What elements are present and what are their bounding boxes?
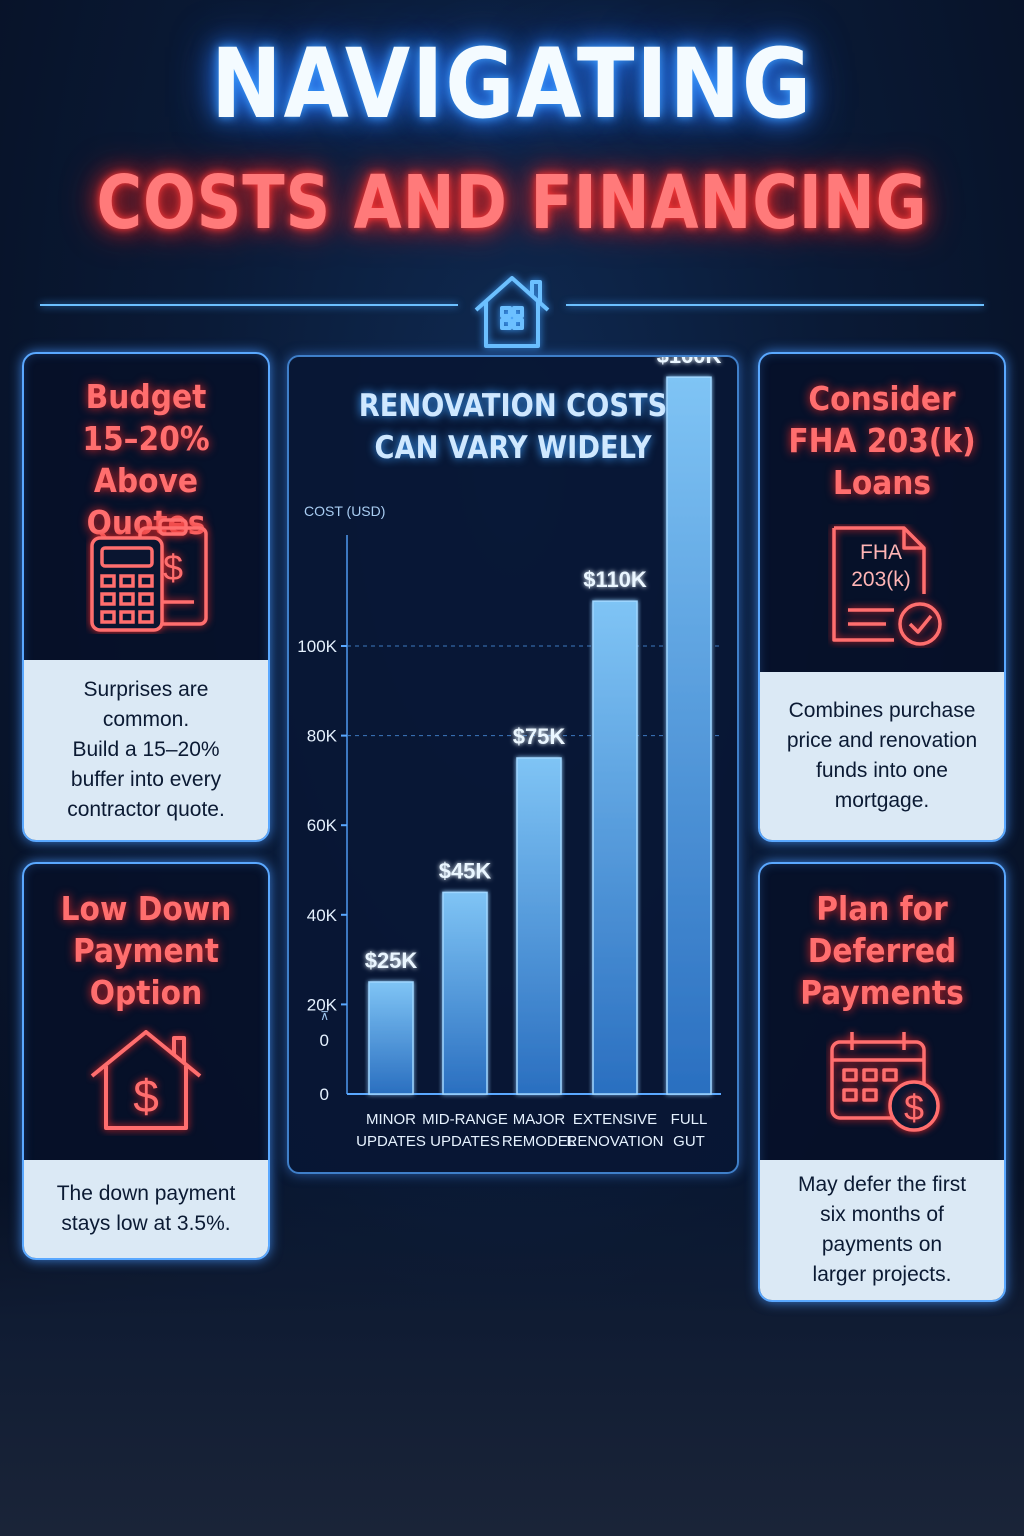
- y-tick-label: 60K: [307, 816, 338, 835]
- bar-chart: 20K 40K 60K 80K 100K 0 ⊼ 0 $25K MINOR UPDATES $45K M…: [297, 357, 722, 1150]
- bar: [666, 376, 712, 1095]
- data-label: $75K: [513, 724, 566, 749]
- fha-card: Consider FHA 203(k) Loans FHA 203(k) Com…: [758, 352, 1006, 842]
- bar: [442, 891, 488, 1095]
- bar: [516, 757, 562, 1095]
- category-label: UPDATES: [430, 1133, 500, 1150]
- down-payment-body: The down payment stays low at 3.5%.: [24, 1160, 268, 1258]
- svg-text:$: $: [904, 1087, 924, 1128]
- category-label: MAJOR: [513, 1111, 566, 1128]
- data-label: $110K: [583, 567, 647, 592]
- down-payment-heading: Low Down Payment Option: [60, 889, 232, 1012]
- svg-text:$: $: [133, 1070, 159, 1122]
- calendar-dollar-icon: $: [830, 1032, 940, 1132]
- fha-heading: Consider FHA 203(k) Loans: [788, 379, 976, 502]
- calculator-icon: $: [90, 518, 208, 632]
- house-dollar-icon: $: [90, 1030, 202, 1130]
- category-label: MINOR: [366, 1111, 416, 1128]
- y-tick-label: ⊼: [320, 1009, 329, 1023]
- data-label: $25K: [365, 948, 418, 973]
- deferred-body: May defer the first six months of paymen…: [760, 1160, 1004, 1300]
- budget-body: Surprises are common. Build a 15–20% buf…: [24, 660, 268, 840]
- deferred-heading: Plan for Deferred Payments: [800, 889, 964, 1012]
- category-label: EXTENSIVE: [573, 1111, 657, 1128]
- chart-panel: RENOVATION COSTS CAN VARY WIDELY COST (U…: [287, 355, 739, 1174]
- budget-heading: Budget 15–20% Above Quotes: [82, 377, 210, 542]
- budget-card: Budget 15–20% Above Quotes $ Surprises a…: [22, 352, 270, 842]
- category-label: UPDATES: [356, 1133, 426, 1150]
- data-label: $160K: [657, 357, 722, 368]
- category-label: RENOVATION: [567, 1133, 664, 1150]
- bar: [368, 981, 414, 1095]
- y-tick-label: 0: [320, 1031, 329, 1050]
- y-tick-label: 0: [320, 1085, 329, 1104]
- data-label: $45K: [439, 858, 492, 883]
- svg-text:$: $: [163, 547, 183, 588]
- chart-title: RENOVATION COSTS CAN VARY WIDELY: [358, 388, 668, 466]
- house-icon: [474, 276, 550, 348]
- y-axis-label: COST (USD): [304, 503, 386, 519]
- category-label: FULL: [671, 1111, 708, 1128]
- category-label: GUT: [673, 1133, 705, 1150]
- y-tick-label: 40K: [307, 906, 338, 925]
- title-line-1: NAVIGATING: [210, 28, 814, 140]
- deferred-card: Plan for Deferred Payments $ May defer t…: [758, 862, 1006, 1302]
- category-label: REMODEL: [502, 1133, 576, 1150]
- down-payment-card: Low Down Payment Option $ The down payme…: [22, 862, 270, 1260]
- title-line-2: COSTS AND FINANCING: [96, 160, 928, 246]
- y-tick-label: 20K: [307, 995, 338, 1014]
- fha-doc-label: FHA 203(k): [851, 541, 911, 591]
- fha-body: Combines purchase price and renovation f…: [760, 672, 1004, 840]
- y-tick-label: 80K: [307, 727, 338, 746]
- y-tick-label: 100K: [297, 637, 337, 656]
- document-check-icon: [832, 526, 942, 646]
- divider-right: [566, 304, 984, 306]
- bar: [592, 600, 638, 1095]
- category-label: MID-RANGE: [422, 1111, 508, 1128]
- divider-left: [40, 304, 458, 306]
